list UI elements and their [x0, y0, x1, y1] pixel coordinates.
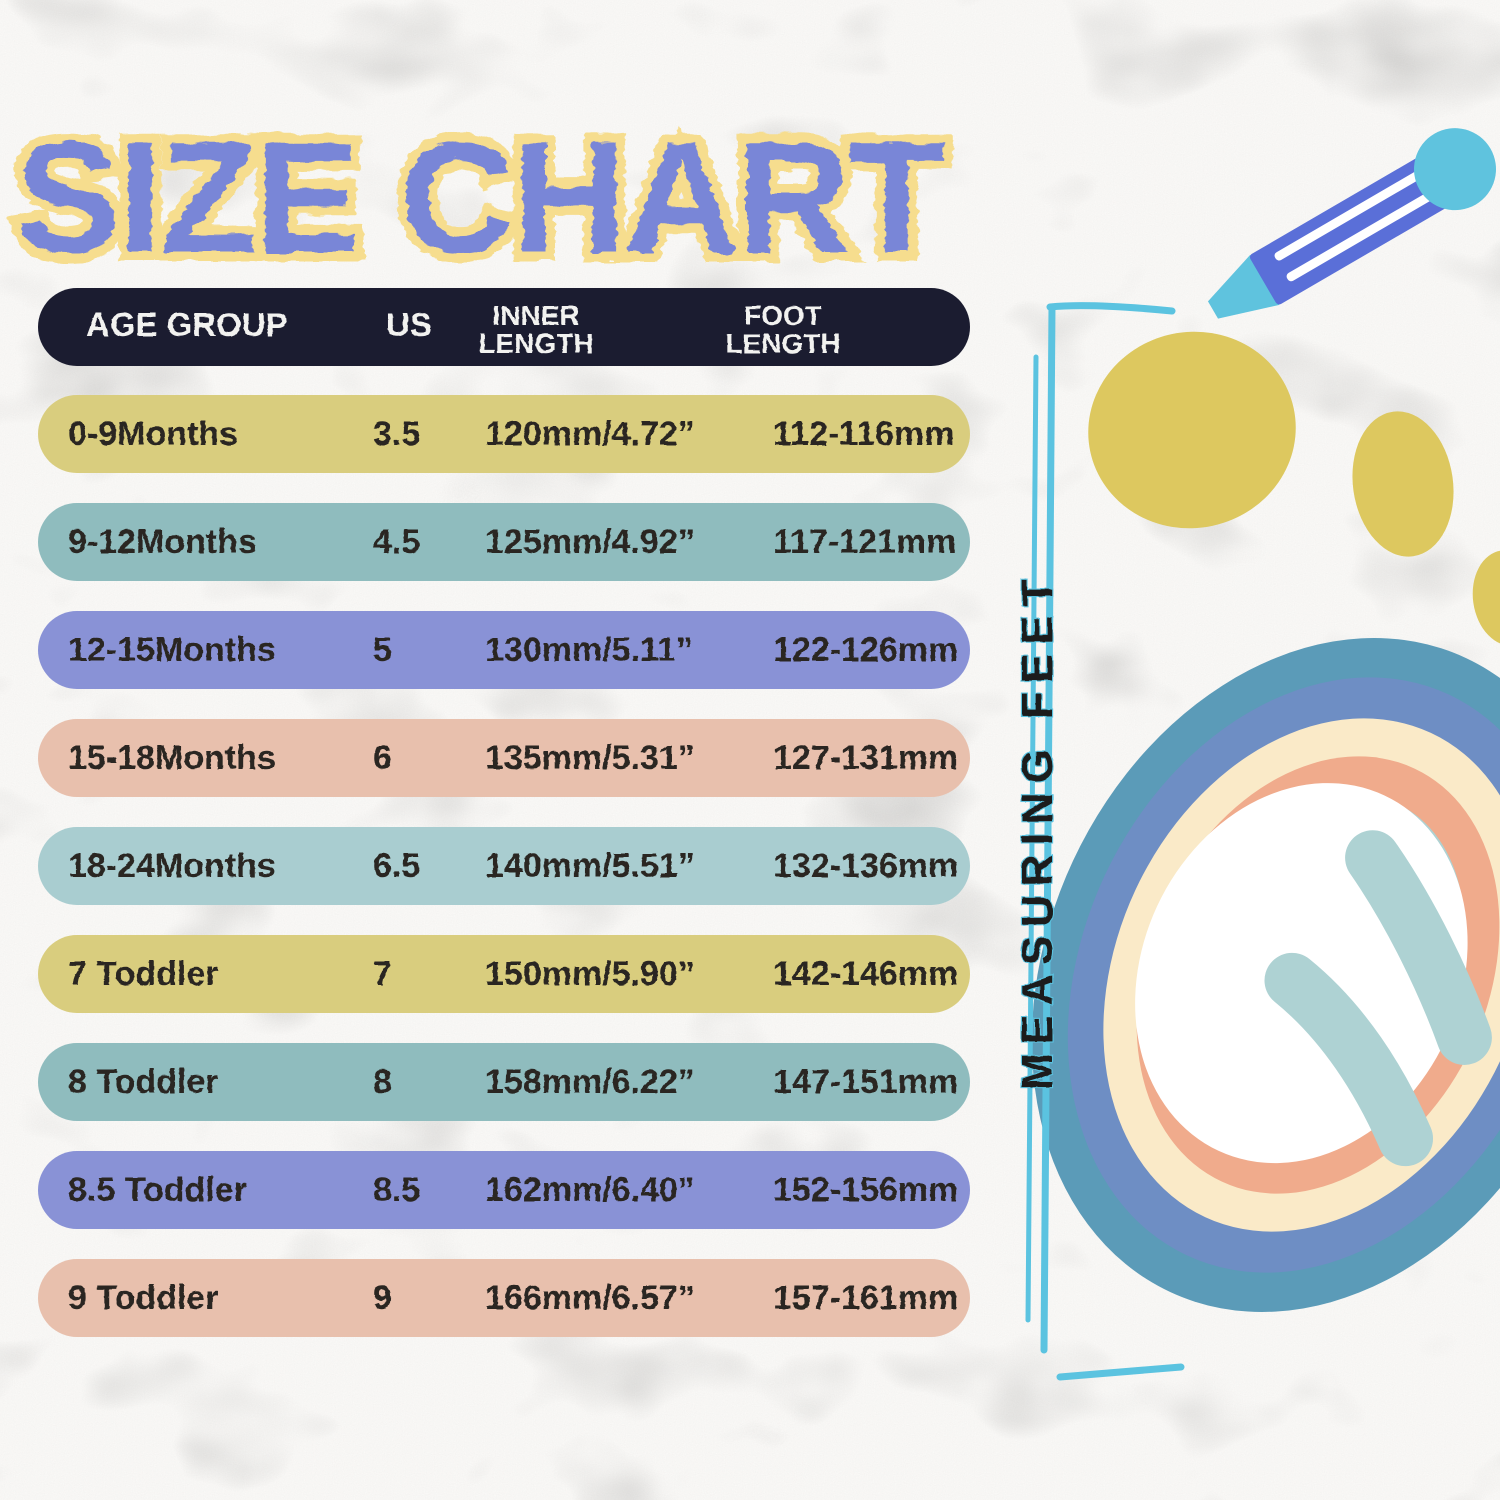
svg-text:INNER: INNER: [492, 300, 579, 331]
svg-text:130mm/5.11”: 130mm/5.11”: [485, 631, 693, 669]
svg-text:9-12Months: 9-12Months: [68, 523, 257, 561]
svg-text:0-9Months: 0-9Months: [68, 415, 238, 453]
svg-text:117-121mm: 117-121mm: [773, 523, 956, 561]
svg-text:FOOT: FOOT: [744, 300, 822, 331]
svg-text:LENGTH: LENGTH: [725, 328, 840, 359]
svg-text:158mm/6.22”: 158mm/6.22”: [485, 1063, 695, 1101]
svg-text:140mm/5.51”: 140mm/5.51”: [485, 847, 695, 885]
svg-text:125mm/4.92”: 125mm/4.92”: [485, 523, 695, 561]
svg-text:166mm/6.57”: 166mm/6.57”: [485, 1279, 695, 1317]
svg-text:127-131mm: 127-131mm: [773, 739, 958, 777]
svg-text:112-116mm: 112-116mm: [773, 415, 955, 453]
svg-text:7 Toddler: 7 Toddler: [68, 955, 219, 993]
svg-text:7: 7: [373, 955, 392, 993]
svg-text:8.5: 8.5: [373, 1171, 420, 1209]
svg-text:12-15Months: 12-15Months: [68, 631, 276, 669]
svg-text:5: 5: [373, 631, 392, 669]
svg-text:122-126mm: 122-126mm: [773, 631, 958, 669]
svg-text:157-161mm: 157-161mm: [773, 1279, 958, 1317]
svg-text:8 Toddler: 8 Toddler: [68, 1063, 219, 1101]
svg-text:18-24Months: 18-24Months: [68, 847, 276, 885]
svg-text:3.5: 3.5: [373, 415, 420, 453]
svg-text:120mm/4.72”: 120mm/4.72”: [485, 415, 695, 453]
svg-text:162mm/6.40”: 162mm/6.40”: [485, 1171, 695, 1209]
svg-text:6: 6: [373, 739, 392, 777]
svg-text:MEASURING FEET: MEASURING FEET: [1013, 570, 1062, 1090]
svg-text:9: 9: [373, 1279, 392, 1317]
svg-text:SIZE CHART: SIZE CHART: [15, 110, 943, 286]
svg-text:LENGTH: LENGTH: [478, 328, 593, 359]
svg-text:AGE GROUP: AGE GROUP: [86, 306, 288, 343]
svg-text:150mm/5.90”: 150mm/5.90”: [485, 955, 695, 993]
svg-text:132-136mm: 132-136mm: [773, 847, 958, 885]
svg-text:152-156mm: 152-156mm: [773, 1171, 958, 1209]
svg-text:135mm/5.31”: 135mm/5.31”: [485, 739, 695, 777]
svg-text:15-18Months: 15-18Months: [68, 739, 276, 777]
svg-text:9 Toddler: 9 Toddler: [68, 1279, 219, 1317]
svg-text:147-151mm: 147-151mm: [773, 1063, 958, 1101]
svg-text:US: US: [386, 306, 432, 343]
svg-text:8.5 Toddler: 8.5 Toddler: [68, 1171, 247, 1209]
svg-text:142-146mm: 142-146mm: [773, 955, 958, 993]
svg-text:4.5: 4.5: [373, 523, 420, 561]
svg-text:6.5: 6.5: [373, 847, 420, 885]
svg-text:8: 8: [373, 1063, 392, 1101]
